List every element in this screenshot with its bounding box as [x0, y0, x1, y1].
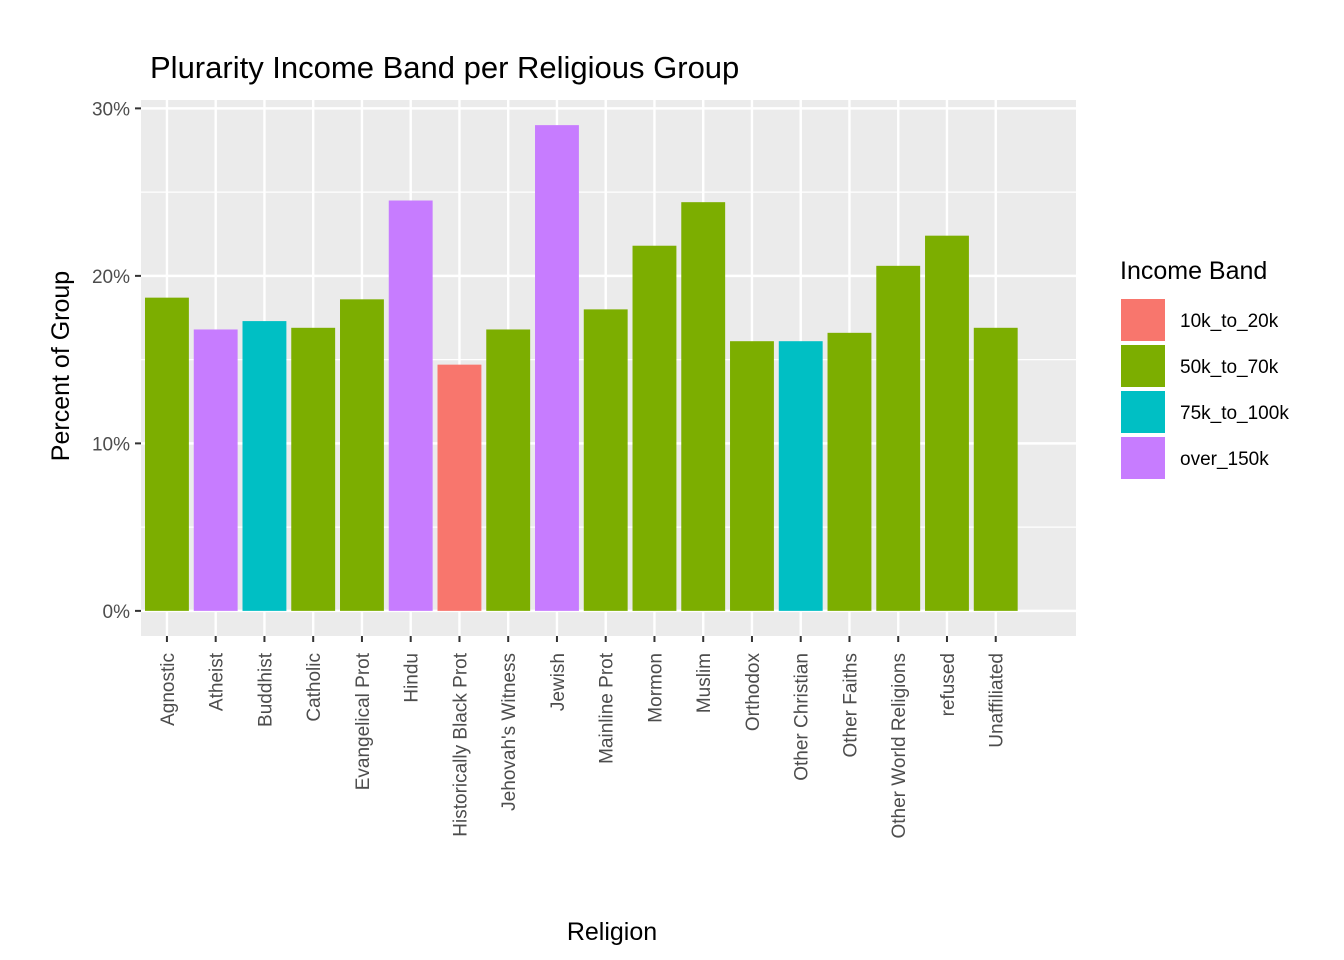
bar-catholic: [291, 327, 336, 611]
bar-orthodox: [730, 341, 774, 611]
x-tick-label: Muslim: [694, 653, 715, 713]
x-tick-label: Jehovah's Witness: [499, 653, 520, 811]
bar-buddhist: [242, 321, 287, 611]
bar-evangelical-prot: [340, 299, 384, 611]
bar-agnostic: [145, 297, 189, 611]
x-tick-label: Agnostic: [158, 653, 179, 726]
legend-key: [1119, 389, 1167, 435]
y-tick-label: 10%: [92, 434, 130, 455]
bar-jehovah-s-witness: [486, 329, 531, 611]
bar-unaffiliated: [973, 327, 1018, 611]
x-axis: Agnostic Atheist Buddhist Catholic Evangelic…: [158, 636, 1008, 839]
bar-mormon: [632, 245, 677, 611]
bars: [145, 125, 1018, 611]
x-axis-title: Religion: [567, 918, 657, 946]
x-tick-label: Other Faiths: [840, 653, 861, 758]
legend: Income Band 10k_to_20k 50k_to_70k 75k_to_1…: [1119, 257, 1289, 481]
x-tick-label: Orthodox: [743, 653, 764, 732]
x-tick-label: Mormon: [645, 653, 666, 723]
bar-refused: [925, 235, 969, 611]
bar-historically-black-prot: [437, 364, 482, 611]
y-axis: 0% 10% 20% 30%: [92, 99, 141, 623]
bar-atheist: [193, 329, 238, 611]
legend-key: [1119, 343, 1167, 389]
x-tick-label: Jewish: [548, 653, 569, 711]
bar-other-world-religions: [876, 265, 921, 611]
x-tick-label: Evangelical Prot: [353, 652, 374, 790]
legend-label: 75k_to_100k: [1180, 403, 1289, 424]
x-tick-label: Other World Religions: [889, 653, 910, 839]
bar-other-christian: [778, 341, 823, 611]
bar-mainline-prot: [583, 309, 628, 611]
x-tick-label: Atheist: [207, 652, 228, 711]
x-tick-label: Historically Black Prot: [450, 652, 471, 836]
legend-title: Income Band: [1120, 257, 1267, 285]
legend-label: 50k_to_70k: [1180, 357, 1279, 378]
x-tick-label: Other Christian: [792, 653, 813, 781]
y-tick-label: 0%: [103, 602, 131, 623]
x-tick-label: Mainline Prot: [597, 652, 618, 764]
x-tick-label: Hindu: [402, 653, 423, 703]
y-tick-label: 20%: [92, 267, 130, 288]
legend-label: over_150k: [1180, 449, 1269, 470]
x-tick-label: Catholic: [304, 653, 325, 722]
bar-other-faiths: [827, 332, 872, 611]
bar-hindu: [388, 200, 433, 611]
legend-key: [1119, 297, 1167, 343]
legend-key: [1119, 435, 1167, 481]
y-tick-label: 30%: [92, 99, 130, 120]
bar-muslim: [681, 202, 726, 611]
x-tick-label: refused: [938, 653, 959, 716]
legend-label: 10k_to_20k: [1180, 311, 1279, 332]
chart-title: Plurarity Income Band per Religious Grou…: [150, 50, 739, 85]
x-tick-label: Buddhist: [255, 652, 276, 727]
x-tick-label: Unaffiliated: [987, 653, 1008, 748]
bar-jewish: [535, 125, 579, 611]
y-axis-title: Percent of Group: [47, 271, 75, 461]
